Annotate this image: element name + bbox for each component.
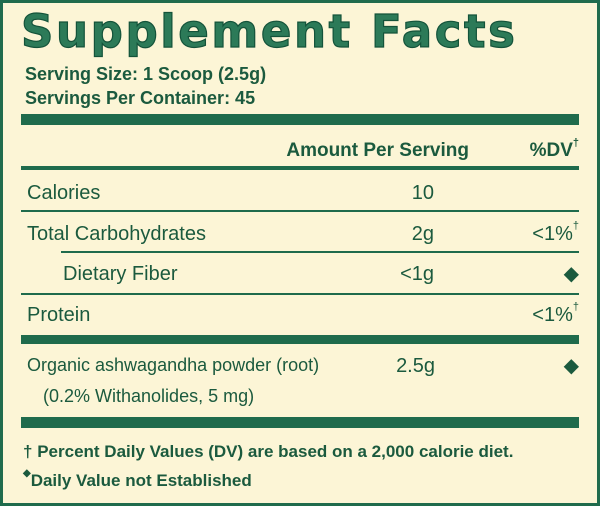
amount: 2.5g	[396, 355, 435, 377]
dv-header: %DV†	[529, 138, 579, 161]
daily-value-mark: †	[572, 301, 579, 313]
nutrient-sublabel: (0.2% Withanolides, 5 mg)	[43, 386, 255, 406]
title: Supplement Facts	[20, 5, 518, 58]
nutrient-label: Protein	[27, 304, 91, 326]
amount-header: Amount Per Serving	[286, 140, 469, 161]
footnote: ◆Daily Value not Established	[23, 469, 252, 490]
rule	[21, 210, 579, 212]
daily-value: <1%†	[532, 302, 579, 326]
dv-header-mark: †	[572, 137, 579, 149]
footnote: † Percent Daily Values (DV) are based on…	[23, 443, 513, 460]
daily-value: ◆	[564, 264, 579, 284]
dv-header-text: %DV	[529, 140, 573, 161]
footnote-mark: †	[23, 442, 33, 461]
daily-value-text: ◆	[563, 263, 579, 285]
amount: 10	[411, 182, 434, 204]
nutrient-label: Organic ashwagandha powder (root)	[27, 355, 320, 375]
rule	[21, 293, 579, 295]
thick-rule	[21, 417, 579, 428]
daily-value-text: <1%	[532, 304, 573, 326]
daily-value-text: <1%	[532, 223, 573, 245]
thick-rule	[21, 335, 579, 344]
daily-value-mark: †	[572, 220, 579, 232]
nutrient-label: Total Carbohydrates	[27, 223, 206, 245]
footnote-mark: ◆	[23, 468, 31, 479]
footnote-text: Daily Value not Established	[30, 471, 252, 490]
serving-size: Serving Size: 1 Scoop (2.5g)	[25, 64, 267, 84]
footnote-text: Percent Daily Values (DV) are based on a…	[37, 442, 514, 461]
rule	[61, 251, 579, 253]
thick-rule	[21, 114, 579, 125]
daily-value-text: ◆	[563, 355, 579, 377]
amount: <1g	[400, 263, 434, 285]
amount: 2g	[411, 223, 434, 245]
daily-value: <1%†	[532, 221, 579, 245]
rule	[21, 166, 579, 170]
servings-per-container: Servings Per Container: 45	[25, 88, 256, 108]
daily-value: ◆	[564, 356, 579, 376]
nutrient-label: Calories	[27, 182, 101, 204]
nutrient-label: Dietary Fiber	[63, 263, 178, 285]
